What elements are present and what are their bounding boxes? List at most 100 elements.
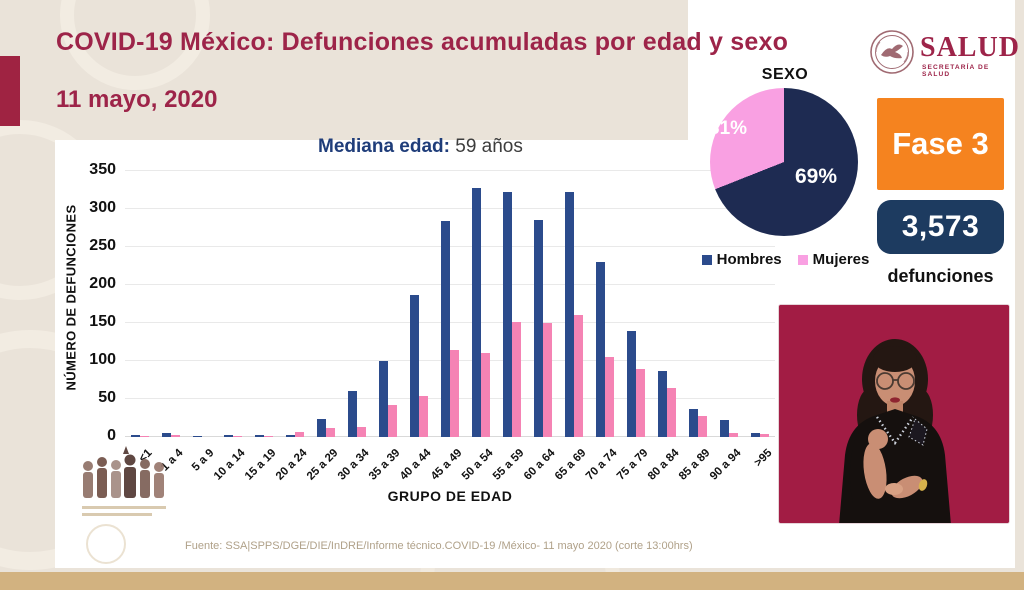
gold-footer-strip xyxy=(0,572,1024,590)
bar-group xyxy=(527,171,558,437)
median-age-caption: Mediana edad: 59 años xyxy=(318,136,523,158)
bar-hombres xyxy=(719,420,729,437)
y-tick-label: 200 xyxy=(89,275,116,292)
bar-group xyxy=(187,171,218,437)
bar-mujeres xyxy=(635,368,645,437)
bar-group xyxy=(342,171,373,437)
pie-title: SEXO xyxy=(761,66,809,83)
legend-item-mujeres: Mujeres xyxy=(797,251,870,268)
bar-group xyxy=(620,171,651,437)
bar-mujeres xyxy=(419,395,429,437)
gridline xyxy=(125,170,775,171)
watermark-seal xyxy=(86,524,126,564)
bar-mujeres xyxy=(326,427,336,437)
interpreter-illustration xyxy=(779,305,1009,523)
bar-group xyxy=(311,171,342,437)
y-tick-label: 100 xyxy=(89,351,116,368)
bar-mujeres xyxy=(140,436,150,437)
median-age-label: Mediana edad: xyxy=(318,136,450,157)
bar-hombres xyxy=(193,436,203,437)
bar-group xyxy=(496,171,527,437)
bar-group xyxy=(218,171,249,437)
bar-hombres xyxy=(410,294,420,437)
bar-hombres xyxy=(441,221,450,437)
bar-mujeres xyxy=(573,315,583,437)
bar-hombres xyxy=(162,433,172,437)
watermark-figures xyxy=(83,446,164,498)
bar-hombres xyxy=(471,187,481,437)
bar-group xyxy=(156,171,187,437)
bar-hombres xyxy=(750,433,760,437)
gridline xyxy=(125,246,775,247)
bar-hombres xyxy=(688,408,698,437)
legend-swatch-hombres xyxy=(701,254,712,265)
salud-logo: SALUD SECRETARÍA DE SALUD xyxy=(868,26,1019,78)
pie-label-hombres: 69% xyxy=(795,165,838,188)
deaths-count-label: defunciones xyxy=(887,266,994,286)
bar-hombres xyxy=(533,220,543,437)
bar-groups xyxy=(125,171,775,437)
chart-legend: Hombres Mujeres xyxy=(688,251,883,268)
gridline xyxy=(125,284,775,285)
bar-hombres xyxy=(286,434,296,437)
bar-mujeres xyxy=(511,322,521,437)
salud-wordmark: SALUD xyxy=(920,32,1020,63)
legend-label-hombres: Hombres xyxy=(716,251,782,268)
bar-group xyxy=(373,171,404,437)
bar-group xyxy=(558,171,589,437)
slide-date: 11 mayo, 2020 xyxy=(56,86,218,113)
bar-group xyxy=(125,171,156,437)
bar-group xyxy=(589,171,620,437)
bar-mujeres xyxy=(604,357,614,437)
page-title: COVID-19 México: Defunciones acumuladas … xyxy=(56,28,789,56)
bar-group xyxy=(404,171,435,437)
legend-item-hombres: Hombres xyxy=(701,251,782,268)
bar-mujeres xyxy=(295,431,305,437)
bar-hombres xyxy=(657,370,667,437)
gridline xyxy=(125,322,775,323)
phase-badge: Fase 3 xyxy=(877,98,1004,190)
bar-group xyxy=(713,171,744,437)
bar-mujeres xyxy=(233,436,243,437)
phase-badge-label: Fase 3 xyxy=(892,126,989,161)
red-accent-block xyxy=(0,56,20,126)
bar-hombres xyxy=(564,192,574,437)
salud-subtitle: SECRETARÍA DE SALUD xyxy=(922,64,990,78)
bar-group xyxy=(280,171,311,437)
bar-hombres xyxy=(224,435,234,437)
deaths-count-value: 3,573 xyxy=(901,210,980,243)
bar-mujeres xyxy=(388,405,398,437)
legend-swatch-mujeres xyxy=(797,254,808,265)
bar-hombres xyxy=(502,191,512,437)
eagle-seal-icon xyxy=(870,30,914,74)
bar-mujeres xyxy=(542,323,552,437)
legend-label-mujeres: Mujeres xyxy=(812,251,870,268)
y-tick-label: 350 xyxy=(89,161,116,178)
y-tick-label: 0 xyxy=(107,427,116,444)
bar-mujeres xyxy=(480,353,490,437)
bar-group xyxy=(465,171,496,437)
bar-hombres xyxy=(131,435,141,437)
sex-pie-chart xyxy=(710,88,858,236)
bar-group xyxy=(435,171,466,437)
bar-mujeres xyxy=(666,387,676,437)
bar-hombres xyxy=(255,435,265,437)
sign-language-interpreter-video xyxy=(778,304,1010,524)
bar-hombres xyxy=(379,361,389,437)
bar-hombres xyxy=(348,391,358,437)
bar-hombres xyxy=(595,262,605,437)
y-tick-label: 50 xyxy=(98,389,116,406)
pie-label-mujeres: 31% xyxy=(709,118,748,139)
median-age-value: 59 años xyxy=(449,136,523,157)
bar-group xyxy=(744,171,775,437)
bar-group xyxy=(682,171,713,437)
bar-mujeres xyxy=(357,427,367,437)
bar-mujeres xyxy=(759,433,769,437)
y-tick-label: 150 xyxy=(89,313,116,330)
bar-hombres xyxy=(626,330,636,437)
bar-mujeres xyxy=(697,415,707,437)
y-tick-label: 250 xyxy=(89,237,116,254)
y-axis-tick-labels: 0 50 100 150 200 250 300 350 xyxy=(70,161,116,444)
bar-mujeres xyxy=(264,436,274,437)
x-axis-title: GRUPO DE EDAD xyxy=(387,488,513,504)
